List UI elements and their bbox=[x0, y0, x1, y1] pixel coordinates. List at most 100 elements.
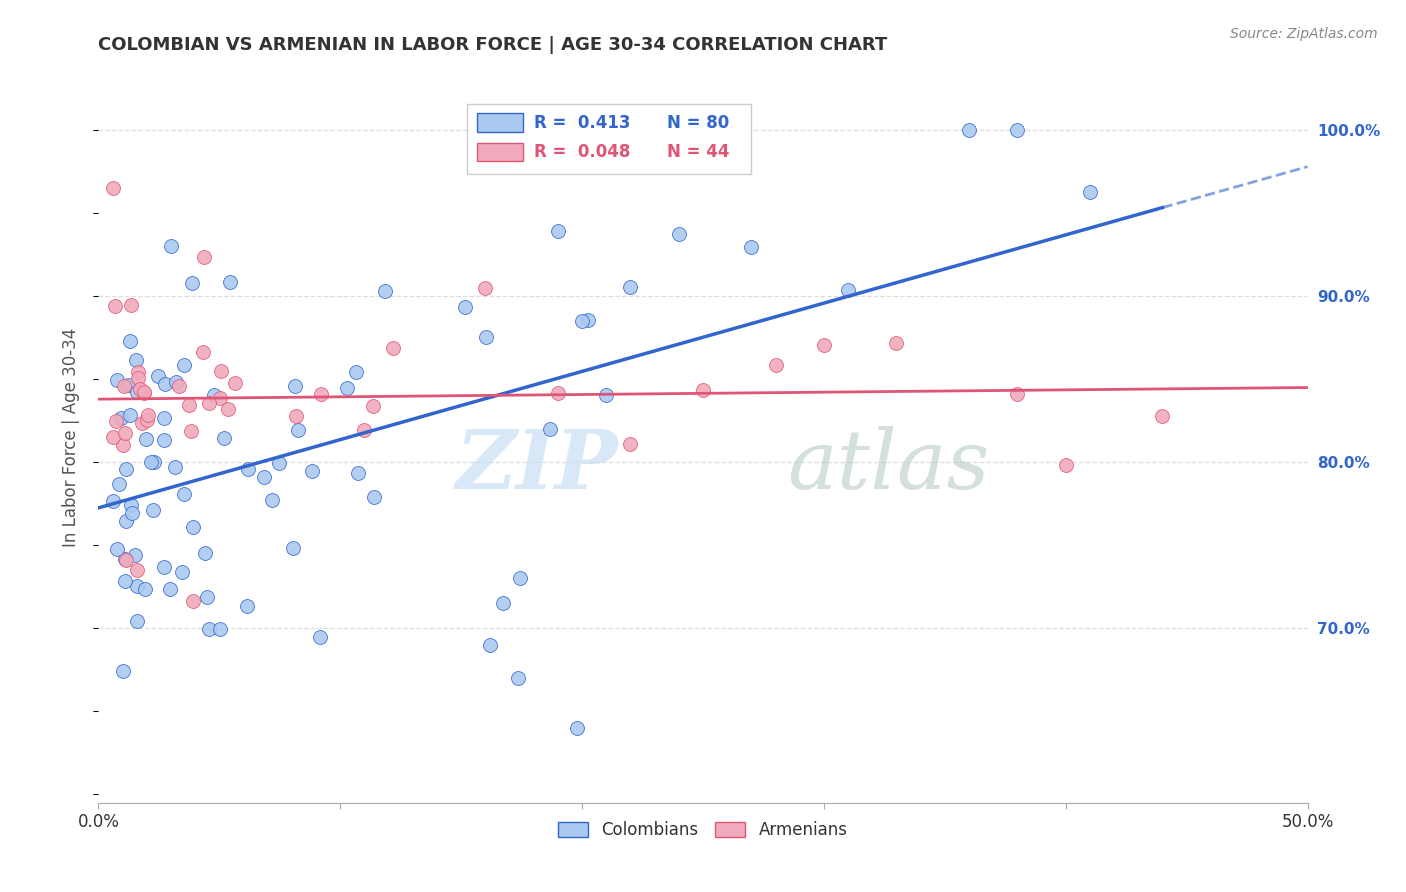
Point bbox=[115, 462, 138, 476]
Point bbox=[508, 671, 530, 685]
Point bbox=[813, 338, 835, 352]
Point bbox=[131, 416, 153, 430]
Point bbox=[159, 582, 181, 596]
Point bbox=[224, 376, 246, 390]
Text: N = 44: N = 44 bbox=[666, 143, 730, 161]
Point bbox=[146, 368, 169, 383]
Point bbox=[114, 551, 136, 566]
Point bbox=[124, 548, 146, 562]
Point bbox=[181, 520, 204, 534]
Point bbox=[344, 365, 367, 379]
Point bbox=[309, 630, 332, 644]
Point bbox=[194, 546, 217, 560]
Point bbox=[309, 387, 332, 401]
Point bbox=[474, 281, 496, 295]
Point bbox=[107, 477, 129, 491]
Point bbox=[167, 378, 190, 392]
Point bbox=[301, 464, 323, 478]
Point bbox=[125, 385, 148, 400]
Point bbox=[193, 250, 215, 264]
Point bbox=[134, 386, 156, 401]
Point bbox=[353, 423, 375, 437]
Text: N = 80: N = 80 bbox=[666, 113, 728, 131]
Point bbox=[202, 388, 225, 402]
Point bbox=[163, 459, 186, 474]
Point bbox=[104, 414, 127, 428]
Point bbox=[101, 494, 124, 508]
Legend: Colombians, Armenians: Colombians, Armenians bbox=[551, 814, 855, 846]
Point bbox=[127, 371, 149, 385]
Point bbox=[837, 283, 859, 297]
Point bbox=[346, 467, 368, 481]
Point bbox=[217, 401, 239, 416]
Point bbox=[595, 388, 617, 402]
Point bbox=[103, 180, 125, 194]
Point bbox=[1054, 458, 1077, 472]
Point bbox=[474, 330, 496, 344]
Point bbox=[127, 563, 149, 577]
Point bbox=[886, 336, 908, 351]
Point bbox=[129, 382, 152, 396]
Point bbox=[153, 559, 176, 574]
Text: R =  0.048: R = 0.048 bbox=[534, 143, 630, 161]
Point bbox=[160, 239, 183, 253]
Text: atlas: atlas bbox=[787, 426, 990, 507]
Point bbox=[118, 408, 141, 422]
Point bbox=[571, 314, 593, 328]
Point bbox=[740, 240, 762, 254]
Point bbox=[382, 341, 405, 355]
Point bbox=[139, 455, 162, 469]
Point bbox=[1007, 122, 1029, 136]
Point bbox=[117, 377, 139, 392]
Point bbox=[492, 596, 515, 610]
Point bbox=[198, 396, 221, 410]
Point bbox=[267, 456, 290, 470]
Point bbox=[361, 399, 384, 413]
Point bbox=[142, 455, 165, 469]
Point bbox=[121, 506, 143, 520]
Point bbox=[114, 574, 136, 589]
Point bbox=[170, 565, 193, 579]
Point bbox=[120, 498, 142, 512]
Point bbox=[209, 364, 232, 378]
Point bbox=[181, 593, 204, 607]
Point bbox=[363, 491, 385, 505]
Point bbox=[104, 299, 127, 313]
Point bbox=[114, 425, 136, 440]
Point bbox=[957, 122, 980, 136]
Point bbox=[115, 514, 138, 528]
Point bbox=[118, 334, 141, 348]
Point bbox=[281, 541, 304, 556]
FancyBboxPatch shape bbox=[477, 143, 523, 161]
Point bbox=[132, 384, 155, 399]
Point bbox=[252, 469, 274, 483]
Y-axis label: In Labor Force | Age 30-34: In Labor Force | Age 30-34 bbox=[62, 327, 80, 547]
Point bbox=[619, 280, 641, 294]
Text: COLOMBIAN VS ARMENIAN IN LABOR FORCE | AGE 30-34 CORRELATION CHART: COLOMBIAN VS ARMENIAN IN LABOR FORCE | A… bbox=[98, 36, 887, 54]
Point bbox=[479, 638, 502, 652]
Point bbox=[110, 411, 132, 425]
Point bbox=[153, 376, 176, 391]
Point bbox=[173, 358, 195, 372]
Point bbox=[179, 398, 201, 412]
Point bbox=[103, 430, 125, 444]
Point bbox=[111, 664, 134, 678]
Point bbox=[576, 313, 599, 327]
Point bbox=[218, 275, 240, 289]
Point bbox=[195, 591, 218, 605]
Point bbox=[692, 384, 714, 398]
Point bbox=[120, 298, 142, 312]
Point bbox=[112, 378, 135, 392]
Point bbox=[111, 438, 134, 452]
Point bbox=[153, 410, 176, 425]
Point bbox=[1007, 387, 1029, 401]
Point bbox=[1152, 409, 1174, 423]
Point bbox=[1078, 185, 1101, 199]
Point bbox=[454, 300, 477, 314]
Point bbox=[136, 413, 159, 427]
Point bbox=[547, 224, 569, 238]
Point bbox=[765, 358, 787, 372]
Point bbox=[115, 552, 138, 566]
Point bbox=[127, 614, 149, 628]
Point bbox=[136, 408, 159, 422]
